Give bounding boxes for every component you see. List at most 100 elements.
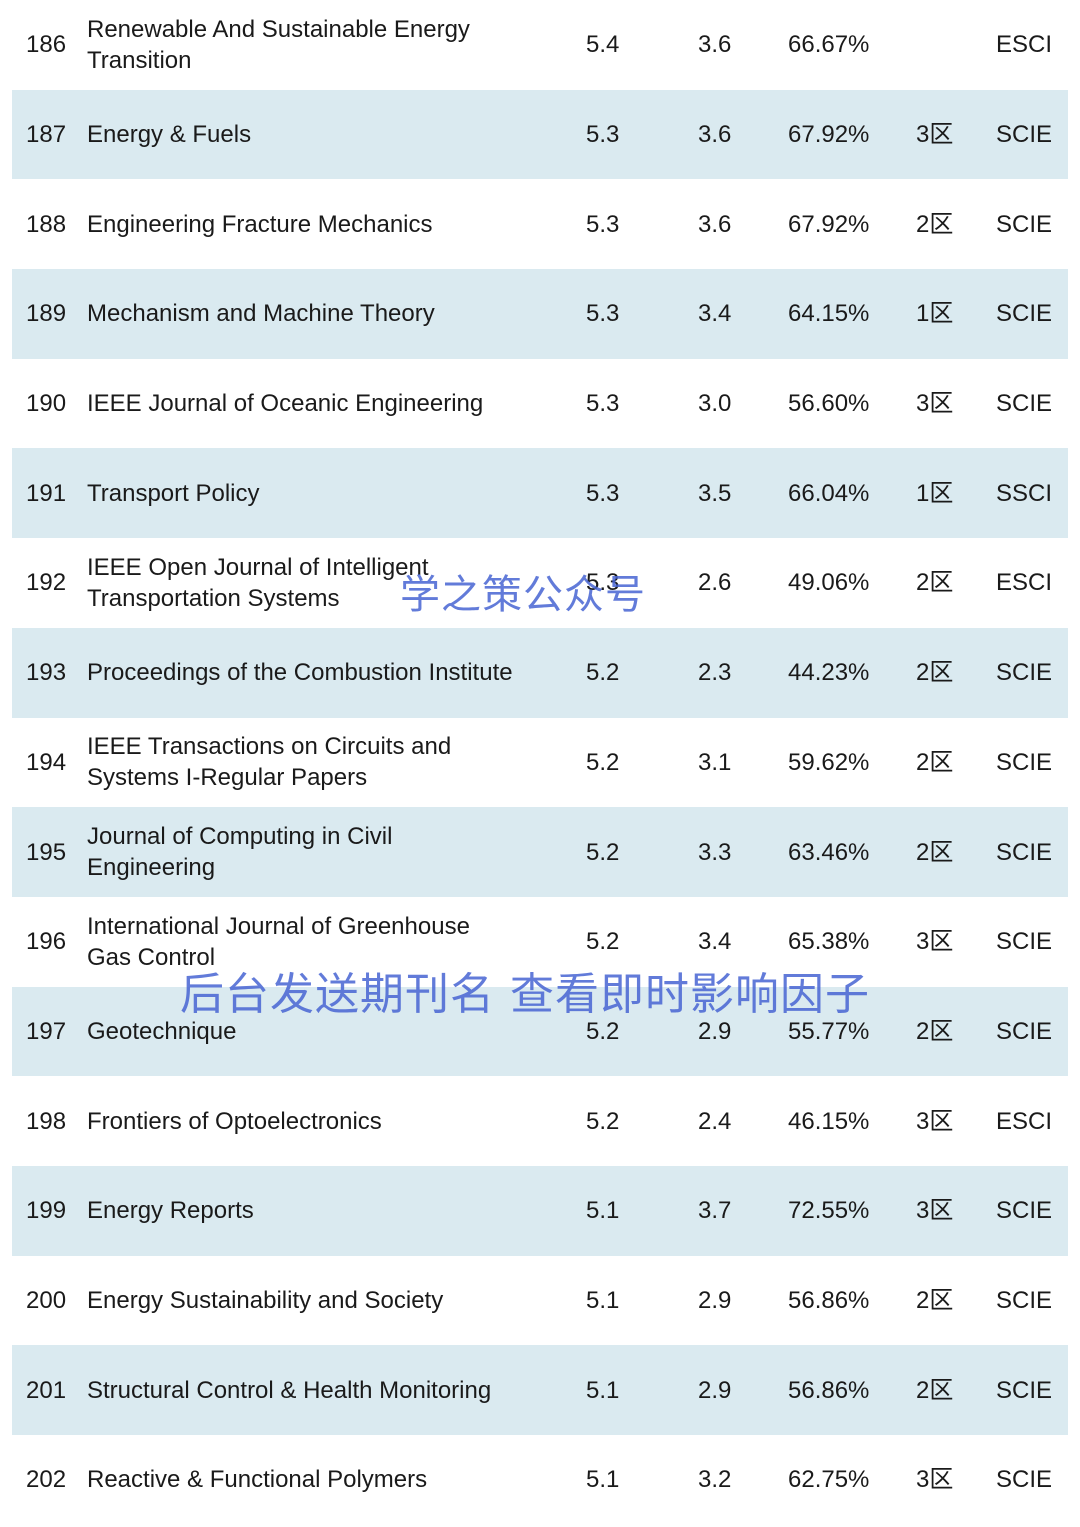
citescore-cell: 2.9 — [698, 1376, 732, 1404]
table-row: 187 Energy & Fuels 5.3 3.6 67.92% 3区 SCIE — [12, 89, 1068, 180]
zone-cell: 1区 — [916, 479, 954, 507]
journal-title-cell: Proceedings of the Combustion Institute — [87, 628, 557, 718]
percentile-cell: 63.46% — [788, 838, 870, 866]
rank-cell: 188 — [26, 210, 67, 238]
rank-cell: 189 — [26, 300, 67, 328]
zone-cell: 2区 — [916, 659, 954, 687]
journal-title: Structural Control & Health Monitoring — [87, 1375, 491, 1406]
percentile-cell: 66.04% — [788, 479, 870, 507]
impact-factor-cell: 5.2 — [586, 659, 620, 687]
index-cell: SCIE — [996, 210, 1053, 238]
journal-title-line: Transition — [87, 46, 192, 74]
journal-title-cell: IEEE Open Journal of Intelligent Transpor… — [87, 538, 557, 628]
citescore-cell: 3.6 — [698, 210, 732, 238]
journal-table: 186 Renewable And Sustainable Energy Trans… — [12, 0, 1068, 1525]
journal-title: Energy & Fuels — [87, 119, 251, 150]
percentile-cell: 56.60% — [788, 390, 870, 418]
rank-cell: 199 — [26, 1197, 67, 1225]
journal-title-line: Transportation Systems — [87, 584, 340, 612]
index-cell: SCIE — [996, 659, 1053, 687]
journal-title-cell: Engineering Fracture Mechanics — [87, 179, 557, 269]
table-row: 192 IEEE Open Journal of Intelligent Trans… — [12, 538, 1068, 628]
percentile-cell: 49.06% — [788, 569, 870, 597]
impact-factor-cell: 5.3 — [586, 569, 620, 597]
rank-cell: 190 — [26, 390, 67, 418]
rank-cell: 198 — [26, 1107, 67, 1135]
journal-title-cell: Geotechnique — [87, 987, 557, 1077]
journal-title: International Journal of Greenhouse Gas C… — [87, 911, 470, 973]
journal-title-line: Gas Control — [87, 943, 216, 971]
journal-title: Journal of Computing in Civil Engineering — [87, 821, 392, 883]
rank-cell: 197 — [26, 1017, 67, 1045]
zone-cell — [916, 0, 976, 90]
journal-title-line: IEEE Journal of Oceanic Engineering — [87, 390, 484, 418]
journal-title-cell: IEEE Transactions on Circuits and Systems… — [87, 718, 557, 808]
journal-title-cell: Journal of Computing in Civil Engineering — [87, 807, 557, 897]
journal-title-line: International Journal of Greenhouse — [87, 912, 470, 940]
journal-title-line: Systems I-Regular Papers — [87, 764, 368, 792]
zone-cell: 1区 — [916, 300, 954, 328]
rank-cell: 186 — [26, 31, 67, 59]
percentile-cell: 72.55% — [788, 1197, 870, 1225]
zone-cell: 3区 — [916, 1197, 954, 1225]
impact-factor-cell: 5.2 — [586, 1017, 620, 1045]
index-cell: SCIE — [996, 1286, 1053, 1314]
impact-factor-cell: 5.2 — [586, 1107, 620, 1135]
table-row: 198 Frontiers of Optoelectronics 5.2 2.4 46.… — [12, 1076, 1068, 1166]
journal-title-line: Reactive & Functional Polymers — [87, 1466, 428, 1494]
citescore-cell: 2.9 — [698, 1286, 732, 1314]
journal-title-line: Engineering — [87, 854, 216, 882]
zone-cell: 2区 — [916, 1376, 954, 1404]
index-cell: ESCI — [996, 1107, 1053, 1135]
table-row: 188 Engineering Fracture Mechanics 5.3 3.6 6… — [12, 179, 1068, 269]
journal-title: Proceedings of the Combustion Institute — [87, 657, 513, 688]
citescore-cell: 2.3 — [698, 659, 732, 687]
journal-title-cell: IEEE Journal of Oceanic Engineering — [87, 359, 557, 449]
journal-title: Renewable And Sustainable Energy Transiti… — [87, 14, 470, 76]
journal-title-cell: Structural Control & Health Monitoring — [87, 1345, 557, 1435]
index-cell: SSCI — [996, 479, 1053, 507]
index-cell: SCIE — [996, 121, 1053, 149]
impact-factor-cell: 5.1 — [586, 1466, 620, 1494]
impact-factor-cell: 5.3 — [586, 210, 620, 238]
percentile-cell: 56.86% — [788, 1286, 870, 1314]
rank-cell: 195 — [26, 838, 67, 866]
journal-title-cell: Renewable And Sustainable Energy Transiti… — [87, 0, 557, 90]
journal-title-line: Mechanism and Machine Theory — [87, 300, 435, 328]
journal-title-line: Engineering Fracture Mechanics — [87, 210, 433, 238]
journal-title: IEEE Open Journal of Intelligent Transpor… — [87, 552, 429, 614]
journal-title: Energy Sustainability and Society — [87, 1285, 443, 1316]
journal-title: IEEE Transactions on Circuits and Systems… — [87, 731, 451, 793]
citescore-cell: 3.2 — [698, 1466, 732, 1494]
impact-factor-cell: 5.1 — [586, 1376, 620, 1404]
journal-title: Geotechnique — [87, 1016, 236, 1047]
journal-title-line: Journal of Computing in Civil — [87, 823, 393, 851]
index-cell: SCIE — [996, 928, 1053, 956]
impact-factor-cell: 5.3 — [586, 479, 620, 507]
citescore-cell: 3.6 — [698, 31, 732, 59]
table-row: 191 Transport Policy 5.3 3.5 66.04% 1区 SSCI — [12, 448, 1068, 539]
impact-factor-cell: 5.3 — [586, 300, 620, 328]
journal-title: IEEE Journal of Oceanic Engineering — [87, 388, 483, 419]
impact-factor-cell: 5.1 — [586, 1286, 620, 1314]
citescore-cell: 3.5 — [698, 479, 732, 507]
rank-cell: 194 — [26, 748, 67, 776]
zone-cell: 3区 — [916, 928, 954, 956]
zone-cell: 2区 — [916, 569, 954, 597]
index-cell: SCIE — [996, 1017, 1053, 1045]
journal-title-cell: Transport Policy — [87, 448, 557, 538]
impact-factor-cell: 5.2 — [586, 928, 620, 956]
journal-title-line: Transport Policy — [87, 479, 260, 507]
percentile-cell: 67.92% — [788, 210, 870, 238]
table-row: 195 Journal of Computing in Civil Engineer… — [12, 807, 1068, 897]
zone-cell: 3区 — [916, 121, 954, 149]
table-row: 200 Energy Sustainability and Society 5.1 2… — [12, 1256, 1068, 1346]
journal-title-line: Geotechnique — [87, 1017, 237, 1045]
citescore-cell: 3.3 — [698, 838, 732, 866]
rank-cell: 201 — [26, 1376, 67, 1404]
index-cell: SCIE — [996, 1197, 1053, 1225]
impact-factor-cell: 5.4 — [586, 31, 620, 59]
index-cell: SCIE — [996, 300, 1053, 328]
zone-cell: 2区 — [916, 748, 954, 776]
zone-cell: 3区 — [916, 390, 954, 418]
